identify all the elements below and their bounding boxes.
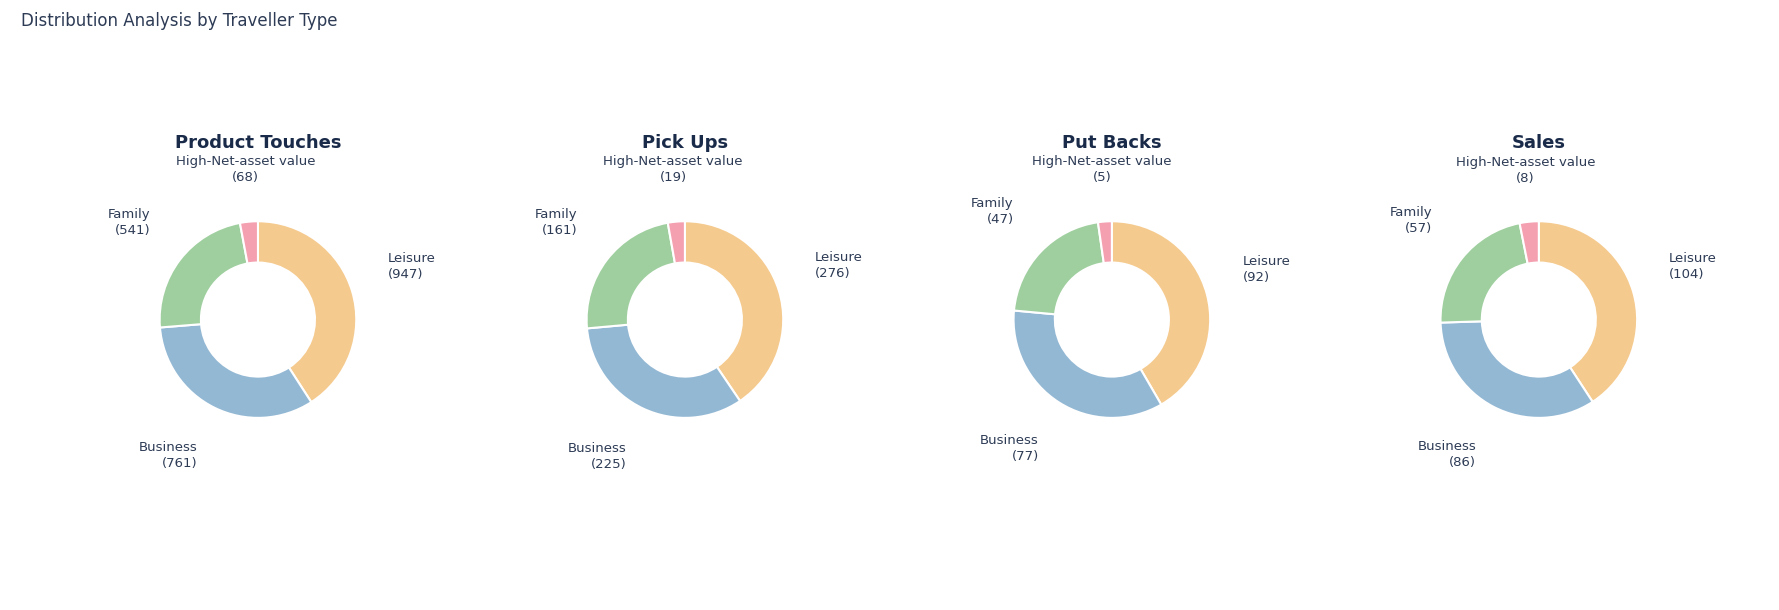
Wedge shape [1441, 223, 1528, 323]
Wedge shape [667, 221, 685, 264]
Wedge shape [1519, 221, 1539, 264]
Text: Leisure
(104): Leisure (104) [1669, 252, 1717, 281]
Text: Family
(541): Family (541) [107, 208, 149, 237]
Text: High-Net-asset value
(8): High-Net-asset value (8) [1455, 156, 1596, 185]
Title: Product Touches: Product Touches [174, 134, 342, 152]
Text: Business
(761): Business (761) [139, 441, 197, 470]
Text: High-Net-asset value
(5): High-Net-asset value (5) [1032, 155, 1172, 184]
Wedge shape [1441, 321, 1592, 418]
Text: High-Net-asset value
(68): High-Net-asset value (68) [176, 156, 315, 184]
Text: Business
(86): Business (86) [1418, 440, 1477, 469]
Title: Put Backs: Put Backs [1062, 134, 1162, 152]
Wedge shape [587, 325, 740, 418]
Text: Leisure
(92): Leisure (92) [1244, 256, 1292, 284]
Text: Family
(161): Family (161) [534, 208, 576, 237]
Text: Leisure
(947): Leisure (947) [388, 252, 436, 281]
Text: Business
(225): Business (225) [568, 442, 626, 471]
Wedge shape [587, 223, 674, 328]
Title: Sales: Sales [1512, 134, 1566, 152]
Wedge shape [1014, 222, 1103, 314]
Text: Leisure
(276): Leisure (276) [815, 251, 863, 280]
Text: Distribution Analysis by Traveller Type: Distribution Analysis by Traveller Type [21, 12, 338, 30]
Wedge shape [1098, 221, 1112, 263]
Wedge shape [1014, 310, 1162, 418]
Wedge shape [1112, 221, 1210, 404]
Text: Business
(77): Business (77) [980, 434, 1039, 463]
Wedge shape [258, 221, 356, 402]
Text: Family
(57): Family (57) [1389, 206, 1432, 235]
Wedge shape [240, 221, 258, 264]
Wedge shape [1539, 221, 1637, 402]
Wedge shape [160, 324, 311, 418]
Title: Pick Ups: Pick Ups [642, 134, 728, 152]
Wedge shape [160, 223, 247, 328]
Wedge shape [685, 221, 783, 401]
Text: Family
(47): Family (47) [971, 197, 1014, 226]
Text: High-Net-asset value
(19): High-Net-asset value (19) [603, 156, 744, 184]
